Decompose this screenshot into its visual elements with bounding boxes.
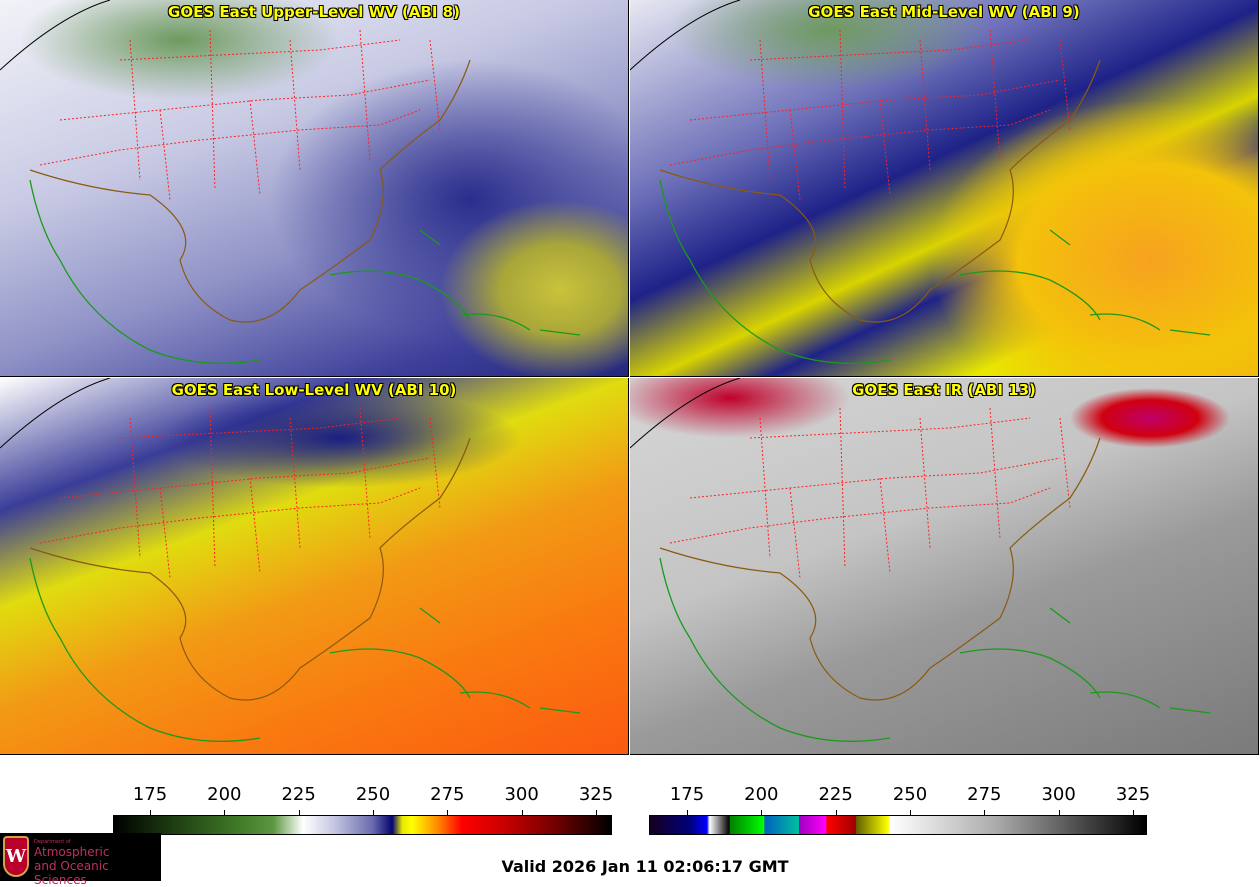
colorbar-tick: [910, 810, 911, 815]
panel-mid-level-wv: GOES East Mid-Level WV (ABI 9): [630, 0, 1259, 377]
colorbar-tick-label: 175: [132, 784, 168, 805]
coastline: [29, 557, 581, 742]
panel-low-level-wv: GOES East Low-Level WV (ABI 10): [0, 378, 629, 755]
state-borders: [39, 29, 441, 201]
colorbar-tick: [1058, 810, 1060, 815]
country-borders: [29, 437, 471, 701]
colorbar-tick-label: 300: [504, 784, 539, 805]
colorbar-tick: [521, 810, 523, 815]
country-borders: [659, 437, 1101, 701]
colorbar-tick-label: 325: [1115, 784, 1151, 805]
country-borders: [29, 59, 471, 323]
panel-title: GOES East Mid-Level WV (ABI 9): [808, 3, 1080, 21]
earth-limb: [0, 378, 111, 449]
earth-limb: [630, 0, 741, 71]
colorbar-tick: [447, 810, 449, 815]
colorbar-tick: [373, 810, 374, 815]
coastline: [29, 179, 581, 364]
colorbar-tick-label: 250: [892, 784, 928, 805]
colorbar-tick: [1133, 810, 1134, 815]
colorbar-tick-label: 300: [1041, 784, 1076, 805]
panel-upper-level-wv: GOES East Upper-Level WV (ABI 8): [0, 0, 629, 377]
colorbar-tick: [687, 810, 688, 815]
colorbar-tick-label: 325: [578, 784, 614, 805]
colorbar-tick: [596, 810, 597, 815]
colorbar-tick-label: 200: [744, 784, 779, 805]
map-overlay: [0, 378, 581, 742]
uw-crest-icon: W: [3, 836, 29, 877]
earth-limb: [0, 0, 111, 71]
country-borders: [659, 59, 1101, 323]
ir-colorbar: [649, 815, 1147, 835]
state-borders: [669, 29, 1071, 201]
valid-time: Valid 2026 Jan 11 02:06:17 GMT: [501, 857, 789, 876]
colorbar-tick-label: 250: [355, 784, 391, 805]
colorbar-tick: [298, 810, 300, 815]
earth-limb: [630, 378, 741, 449]
map-overlay: [630, 378, 1211, 742]
colorbar-tick-label: 275: [430, 784, 465, 805]
panel-ir: GOES East IR (ABI 13): [630, 378, 1259, 755]
colorbar-tick: [224, 810, 226, 815]
coastline: [659, 179, 1211, 364]
wv-colorbar: [113, 815, 612, 835]
coastline: [659, 557, 1211, 742]
colorbar-tick: [835, 810, 837, 815]
state-borders: [39, 407, 441, 579]
colorbar-tick: [984, 810, 986, 815]
colorbar-tick-label: 275: [967, 784, 1002, 805]
colorbar-tick-label: 225: [281, 784, 316, 805]
map-overlay: [0, 0, 581, 364]
panel-title: GOES East Low-Level WV (ABI 10): [171, 381, 457, 399]
state-borders: [669, 407, 1071, 579]
map-overlay: [630, 0, 1211, 364]
aos-logo: W Department of Atmospheric and Oceanic …: [0, 833, 161, 887]
colorbar-tick: [150, 810, 151, 815]
colorbar-tick-label: 225: [818, 784, 853, 805]
logo-line1: Department of: [34, 839, 71, 845]
panel-title: GOES East Upper-Level WV (ABI 8): [168, 3, 460, 21]
colorbar-tick: [761, 810, 763, 815]
logo-line2: Atmospheric: [34, 845, 110, 859]
colorbar-tick-label: 175: [669, 784, 705, 805]
panel-title: GOES East IR (ABI 13): [852, 381, 1036, 399]
colorbar-tick-label: 200: [207, 784, 242, 805]
